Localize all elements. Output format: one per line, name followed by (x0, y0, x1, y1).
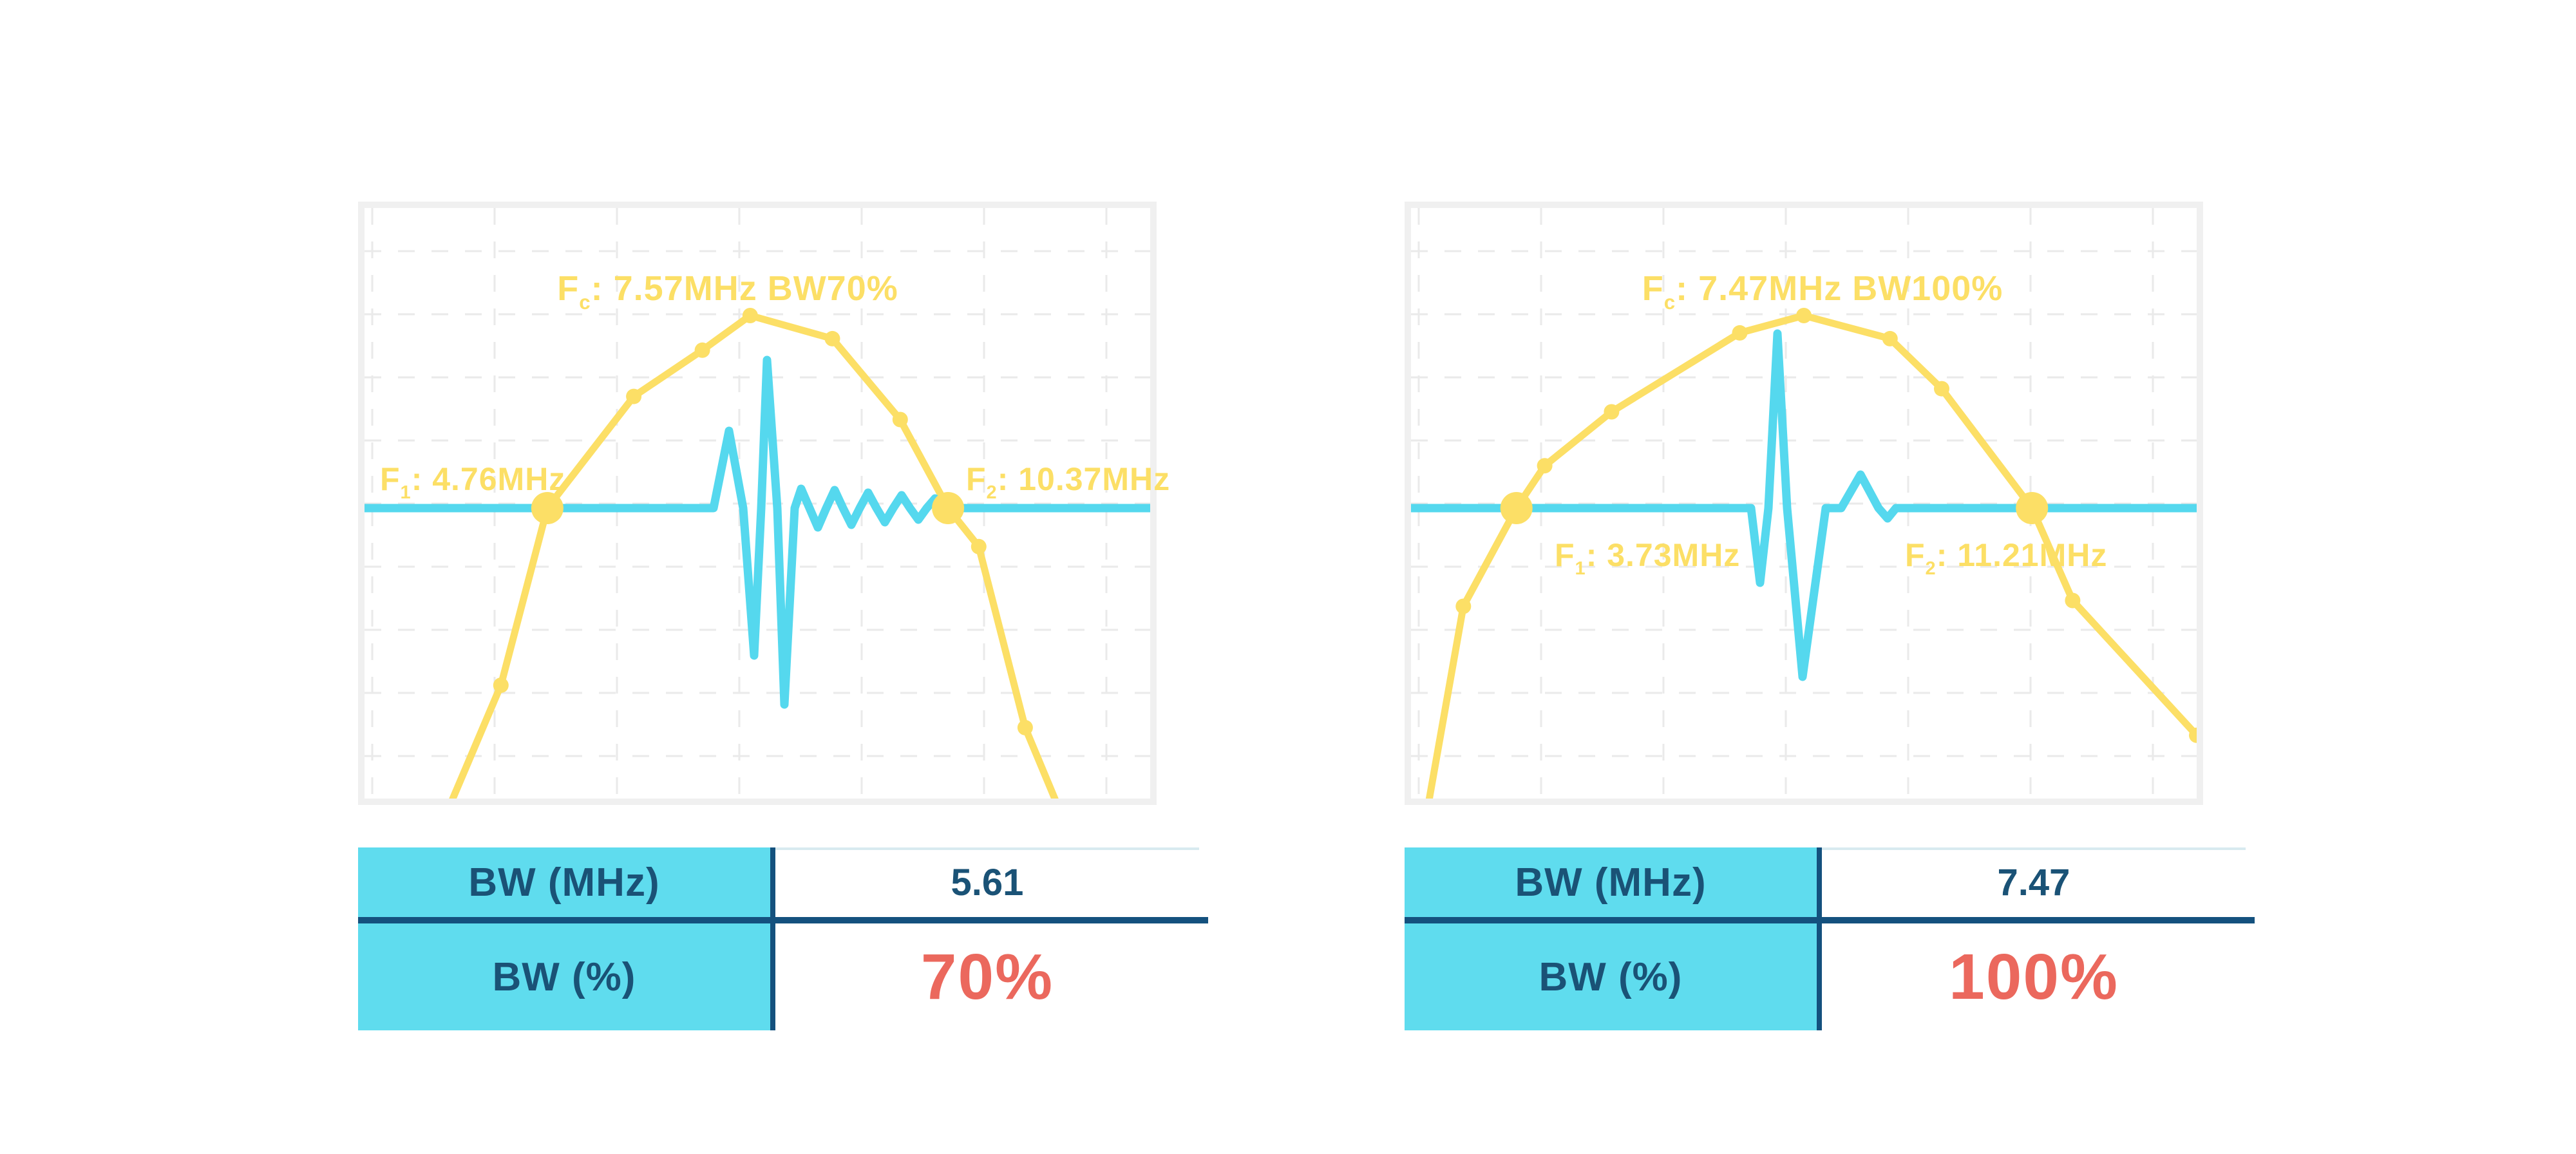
spectrum-chart-card: Fc: 7.57MHz BW70% F1: 4.76MHz F2: 10.37M… (358, 202, 1170, 805)
spectrum-marker (694, 342, 710, 358)
spectrum-chart-card: Fc: 7.47MHz BW100% F1: 3.73MHz F2: 11.21… (1405, 202, 2203, 805)
spectrum-marker (892, 411, 908, 428)
bw-percent-label: BW (%) (492, 954, 636, 999)
value-column-top-border (775, 847, 1199, 850)
spectrum-marker (824, 330, 840, 346)
f1-annotation: F1: 3.73MHz (1555, 538, 1740, 580)
f2-subscript: 2 (986, 482, 998, 504)
spectrum-marker (1017, 719, 1033, 735)
spectrum-marker (2065, 592, 2081, 609)
bw-table: BW (MHz) 7.47 BW (%) 100% (1405, 847, 2255, 1030)
f1-value: : 3.73MHz (1586, 537, 1741, 573)
spectrum-marker (2189, 727, 2197, 743)
cutoff-frequency-marker (1500, 492, 1533, 524)
spectrum-marker (1732, 325, 1748, 341)
pulse-waveform (1411, 329, 2197, 681)
fc-value: : 7.47MHz BW100% (1676, 269, 2003, 308)
table-header-column (358, 847, 770, 1030)
bw-percent-value: 70% (920, 940, 1054, 1013)
bw-mhz-label: BW (MHz) (1515, 860, 1707, 905)
spectrum-marker (1882, 330, 1898, 346)
spectrum-marker (1934, 381, 1949, 397)
spectrum-marker (1604, 404, 1620, 420)
bw-percent-label: BW (%) (1539, 954, 1683, 999)
spectrum-pulse-chart (1411, 208, 2197, 799)
spectrum-curve (1425, 312, 2197, 799)
cutoff-frequency-marker (2016, 492, 2049, 524)
table-row-divider (358, 917, 1208, 923)
table-column-separator (770, 847, 775, 1030)
spectrum-marker (742, 308, 758, 323)
f2-annotation: F2: 10.37MHz (966, 462, 1170, 504)
bw-table: BW (MHz) 5.61 BW (%) 70% (358, 847, 1208, 1030)
panel-left: Fc: 7.57MHz BW70% F1: 4.76MHz F2: 10.37M… (358, 202, 1215, 1039)
fc-value: : 7.57MHz BW70% (591, 269, 898, 308)
f2-value: : 11.21MHz (1936, 537, 2108, 573)
bw-mhz-label: BW (MHz) (468, 860, 660, 905)
f2-value: : 10.37MHz (997, 461, 1171, 497)
spectrum-marker (1537, 458, 1553, 474)
fc-annotation: Fc: 7.57MHz BW70% (557, 269, 898, 314)
fc-letter: F (1642, 269, 1664, 308)
spectrum-curve (449, 312, 1059, 799)
f2-letter: F (966, 461, 987, 497)
value-column-top-border (1822, 847, 2246, 850)
f2-annotation: F2: 11.21MHz (1905, 538, 2107, 580)
f1-value: : 4.76MHz (411, 461, 566, 497)
spectrum-marker (626, 388, 642, 404)
spectrum-marker (971, 538, 987, 554)
panel-right: Fc: 7.47MHz BW100% F1: 3.73MHz F2: 11.21… (1405, 202, 2261, 1039)
cutoff-frequency-marker (531, 492, 564, 524)
spectrum-marker (493, 677, 509, 694)
fc-annotation: Fc: 7.47MHz BW100% (1642, 269, 2003, 314)
spectrum-marker (1455, 598, 1472, 614)
table-header-column (1405, 847, 1817, 1030)
f2-letter: F (1905, 537, 1926, 573)
fc-letter: F (557, 269, 580, 308)
f1-letter: F (380, 461, 401, 497)
bw-percent-value: 100% (1949, 940, 2119, 1013)
pulse-waveform (365, 355, 1150, 709)
spectrum-pulse-chart (365, 208, 1150, 799)
f1-annotation: F1: 4.76MHz (380, 462, 565, 504)
table-column-separator (1817, 847, 1822, 1030)
table-row-divider (1405, 917, 2255, 923)
f1-letter: F (1555, 537, 1575, 573)
bw-mhz-value: 7.47 (1997, 861, 2070, 903)
f1-subscript: 1 (1575, 558, 1586, 580)
spectrum-marker (1796, 308, 1812, 323)
fc-subscript: c (579, 291, 591, 314)
f1-subscript: 1 (400, 482, 412, 504)
f2-subscript: 2 (1925, 558, 1937, 580)
cutoff-frequency-marker (932, 492, 965, 524)
fc-subscript: c (1663, 291, 1676, 314)
bw-mhz-value: 5.61 (951, 861, 1024, 903)
